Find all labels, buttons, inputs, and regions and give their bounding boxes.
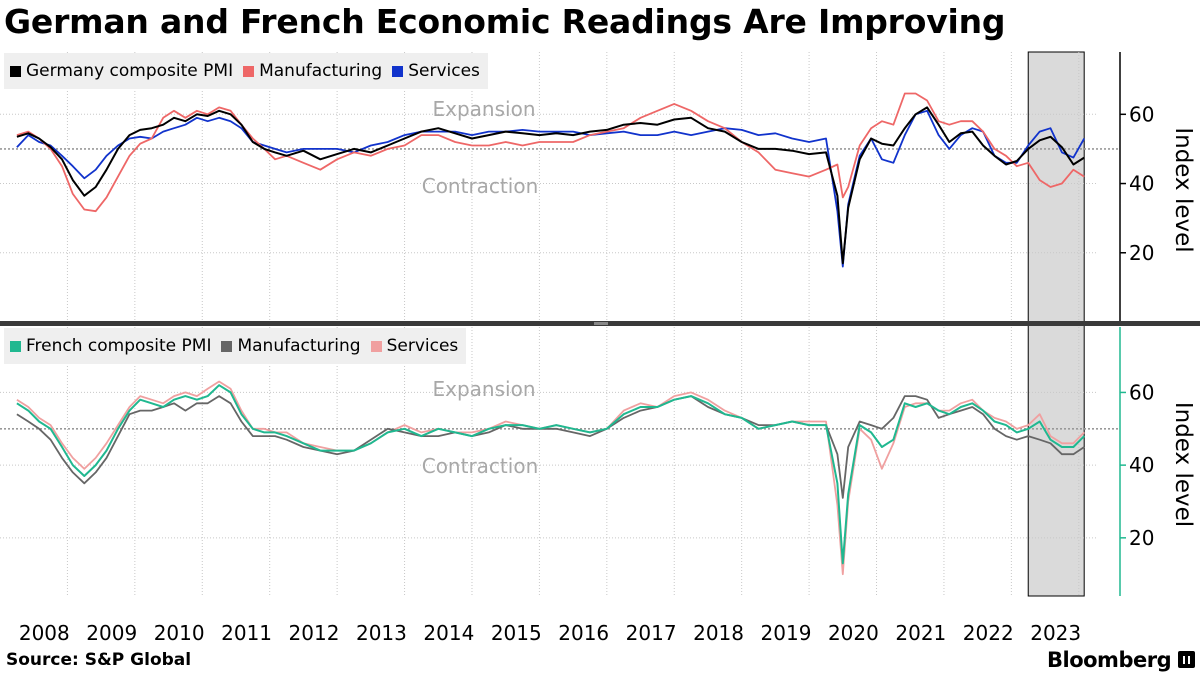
legend-item: Manufacturing <box>243 61 382 81</box>
panel-france: Expansion Contraction 20 40 60 Index level <box>0 327 1196 596</box>
legend-label: Services <box>386 336 459 356</box>
contraction-label: Contraction <box>422 174 539 198</box>
series-line-services <box>16 380 1085 576</box>
y-axis-title: Index level <box>1170 127 1196 252</box>
y-tick-label: 40 <box>1129 172 1154 196</box>
series-line-manufacturing <box>16 395 1085 499</box>
legend-france: French composite PMI Manufacturing Service… <box>4 328 467 364</box>
legend-swatch <box>221 340 233 352</box>
legend-label: Germany composite PMI <box>26 61 234 81</box>
x-tick-label: 2010 <box>154 621 205 645</box>
expansion-label: Expansion <box>433 97 536 121</box>
x-tick-label: 2016 <box>558 621 609 645</box>
legend-label: Manufacturing <box>259 61 383 81</box>
x-tick-label: 2019 <box>761 621 812 645</box>
x-tick-label: 2013 <box>356 621 407 645</box>
legend-item: Services <box>370 336 459 356</box>
x-tick-label: 2015 <box>491 621 542 645</box>
y-axis-title: Index level <box>1170 402 1196 527</box>
x-tick-label: 2021 <box>895 621 946 645</box>
y-tick-label: 20 <box>1129 241 1154 265</box>
x-tick-label: 2014 <box>423 621 474 645</box>
legend-item: Germany composite PMI <box>10 61 233 81</box>
legend-swatch <box>243 65 255 77</box>
legend-swatch <box>10 340 21 352</box>
bloomberg-terminal-icon <box>1178 651 1195 668</box>
chart-title: German and French Economic Readings Are … <box>4 2 1006 41</box>
legend-item: Manufacturing <box>221 336 361 356</box>
x-tick-label: 2012 <box>289 621 340 645</box>
panel-resize-handle <box>594 322 608 325</box>
x-tick-label: 2023 <box>1030 621 1081 645</box>
x-tick-label: 2022 <box>963 621 1014 645</box>
series-line-french-composite-pmi <box>16 384 1085 565</box>
series-line-germany-composite-pmi <box>16 106 1085 265</box>
legend-swatch <box>392 65 404 77</box>
panel-germany: Expansion Contraction 20 40 60 Index level <box>0 52 1196 322</box>
legend-swatch <box>370 340 382 352</box>
series-line-services <box>16 109 1085 268</box>
source-note: Source: S&P Global <box>6 650 192 670</box>
x-tick-label: 2009 <box>86 621 137 645</box>
legend-label: Services <box>408 61 480 81</box>
x-tick-label: 2020 <box>828 621 879 645</box>
legend-item: French composite PMI <box>10 336 211 356</box>
legend-item: Services <box>392 61 480 81</box>
series-line-manufacturing <box>16 92 1085 213</box>
x-tick-label: 2011 <box>221 621 272 645</box>
y-tick-label: 60 <box>1129 380 1154 404</box>
x-tick-label: 2008 <box>19 621 70 645</box>
contraction-label: Contraction <box>422 454 539 478</box>
bloomberg-logo: Bloomberg <box>1047 648 1172 672</box>
y-tick-label: 40 <box>1129 453 1154 477</box>
y-tick-label: 60 <box>1129 102 1154 126</box>
legend-germany: Germany composite PMI Manufacturing Servic… <box>4 53 488 89</box>
y-tick-label: 20 <box>1129 526 1154 550</box>
x-tick-label: 2017 <box>626 621 677 645</box>
expansion-label: Expansion <box>433 377 536 401</box>
legend-label: French composite PMI <box>26 336 212 356</box>
legend-label: Manufacturing <box>237 336 361 356</box>
legend-swatch <box>10 65 21 77</box>
x-tick-label: 2018 <box>693 621 744 645</box>
